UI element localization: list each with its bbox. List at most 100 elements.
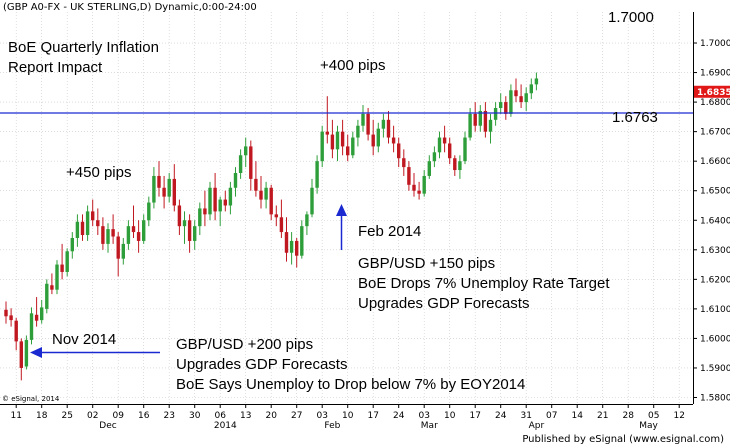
x-axis: 11 18 25 02 09 16 23 30 06 13 20 27 03 10 17 24 03 10 17 24… [10,404,685,431]
candle-body [534,78,539,85]
candle-body [198,208,202,227]
last-price-label: 1.6835 [697,88,730,98]
candle-body [9,315,13,321]
candle-body [453,158,457,171]
candle-body [152,175,156,203]
candle-body [284,232,289,253]
candle-body [310,187,314,215]
feb-note-line-1: GBP/USD +150 pips [358,255,495,272]
candle-body [371,134,375,147]
candle-body [412,184,416,191]
feb-note-line-3: Upgrades GDP Forecasts [358,295,529,312]
candle-body [203,208,207,215]
chart-header: (GBP A0-FX - UK STERLING,D) Dynamic,0:00… [3,2,257,13]
x-tick-label: 05 [648,411,659,421]
x-tick-label: 10 [444,411,456,421]
candle-body [70,237,74,252]
candle-body [340,131,345,147]
candle-body [182,220,187,227]
candlestick-series [4,72,539,381]
x-tick-label: 27 [291,411,302,421]
x-tick-label: 03 [418,411,429,421]
candle-body [121,243,125,259]
x-month-label: May [639,421,658,431]
last-price-badge: 1.6835 [694,85,730,98]
candle-body [126,226,131,244]
x-month-label: Mar [421,421,438,431]
candle-body [524,93,528,103]
x-tick-label: 09 [112,411,124,421]
candle-body [422,175,426,194]
candle-body [40,307,44,321]
candle-body [136,232,141,241]
candle-body [325,131,329,135]
title-line-1: BoE Quarterly Inflation [8,39,159,56]
candle-body [305,214,309,227]
candle-body [80,221,85,236]
x-tick-label: 24 [495,411,507,421]
candle-body [244,146,248,156]
candle-body [162,187,166,197]
title-line-2: Report Impact [8,59,103,76]
x-tick-label: 12 [673,411,684,421]
footer-credit: Published by eSignal (www.esignal.com) [522,434,724,445]
y-tick-label: 1.5800 [700,394,730,404]
candle-body [75,221,80,238]
x-tick-label: 25 [61,411,72,421]
candle-body [218,199,222,212]
x-tick-label: 02 [87,411,98,421]
candle-body [233,172,238,188]
candle-body [437,137,442,153]
candle-body [29,313,34,340]
candle-body [238,155,243,173]
x-tick-label: 31 [520,411,531,421]
feb-note-line-2: BoE Drops 7% Unemploy Rate Target [358,275,610,292]
nov-note-line-3: BoE Says Unemploy to Drop below 7% by EO… [176,376,525,393]
y-tick-label: 1.6500 [700,187,730,197]
x-tick-label: 30 [189,411,201,421]
nov-2014-label: Nov 2014 [52,331,116,348]
candle-body [60,264,64,272]
esignal-watermark: © eSignal, 2014 [2,395,60,403]
candle-body [366,113,370,135]
candle-body [346,146,350,156]
x-tick-label: 17 [367,411,378,421]
y-tick-label: 1.6000 [700,334,730,344]
candle-body [529,84,533,94]
candle-body [131,226,136,233]
candle-body [381,119,386,129]
candle-body [356,125,360,138]
x-tick-label: 03 [316,411,327,421]
candle-body [91,211,95,221]
y-tick-label: 1.6600 [700,157,730,167]
candle-body [483,110,488,132]
candle-body [213,187,217,212]
feb-2014-label: Feb 2014 [358,223,421,240]
y-tick-label: 1.6100 [700,305,730,315]
candle-body [249,146,253,179]
candle-body [463,137,467,162]
candle-body [24,339,29,367]
feb-arrow [336,204,347,250]
y-axis: 1.7000 1.6900 1.6800 1.6700 1.6600 1.6500 1.64… [693,39,730,404]
candle-body [458,161,462,171]
candle-body [85,211,90,236]
price-1-6763-label: 1.6763 [612,109,658,126]
candle-body [101,226,105,244]
candle-body [157,175,161,188]
x-month-label: Apr [529,421,545,431]
x-month-label: 2014 [214,421,237,431]
candle-body [519,96,523,103]
candle-body [335,131,340,150]
candle-body [488,119,493,132]
x-tick-label: 13 [240,411,251,421]
candle-body [259,190,263,200]
candle-body [55,264,59,290]
x-tick-label: 18 [36,411,48,421]
pips-450-label: +450 pips [66,164,131,181]
candle-body [499,102,503,109]
x-tick-label: 10 [342,411,354,421]
candle-body [167,178,171,197]
candle-body [116,236,120,259]
candle-body [208,187,212,215]
